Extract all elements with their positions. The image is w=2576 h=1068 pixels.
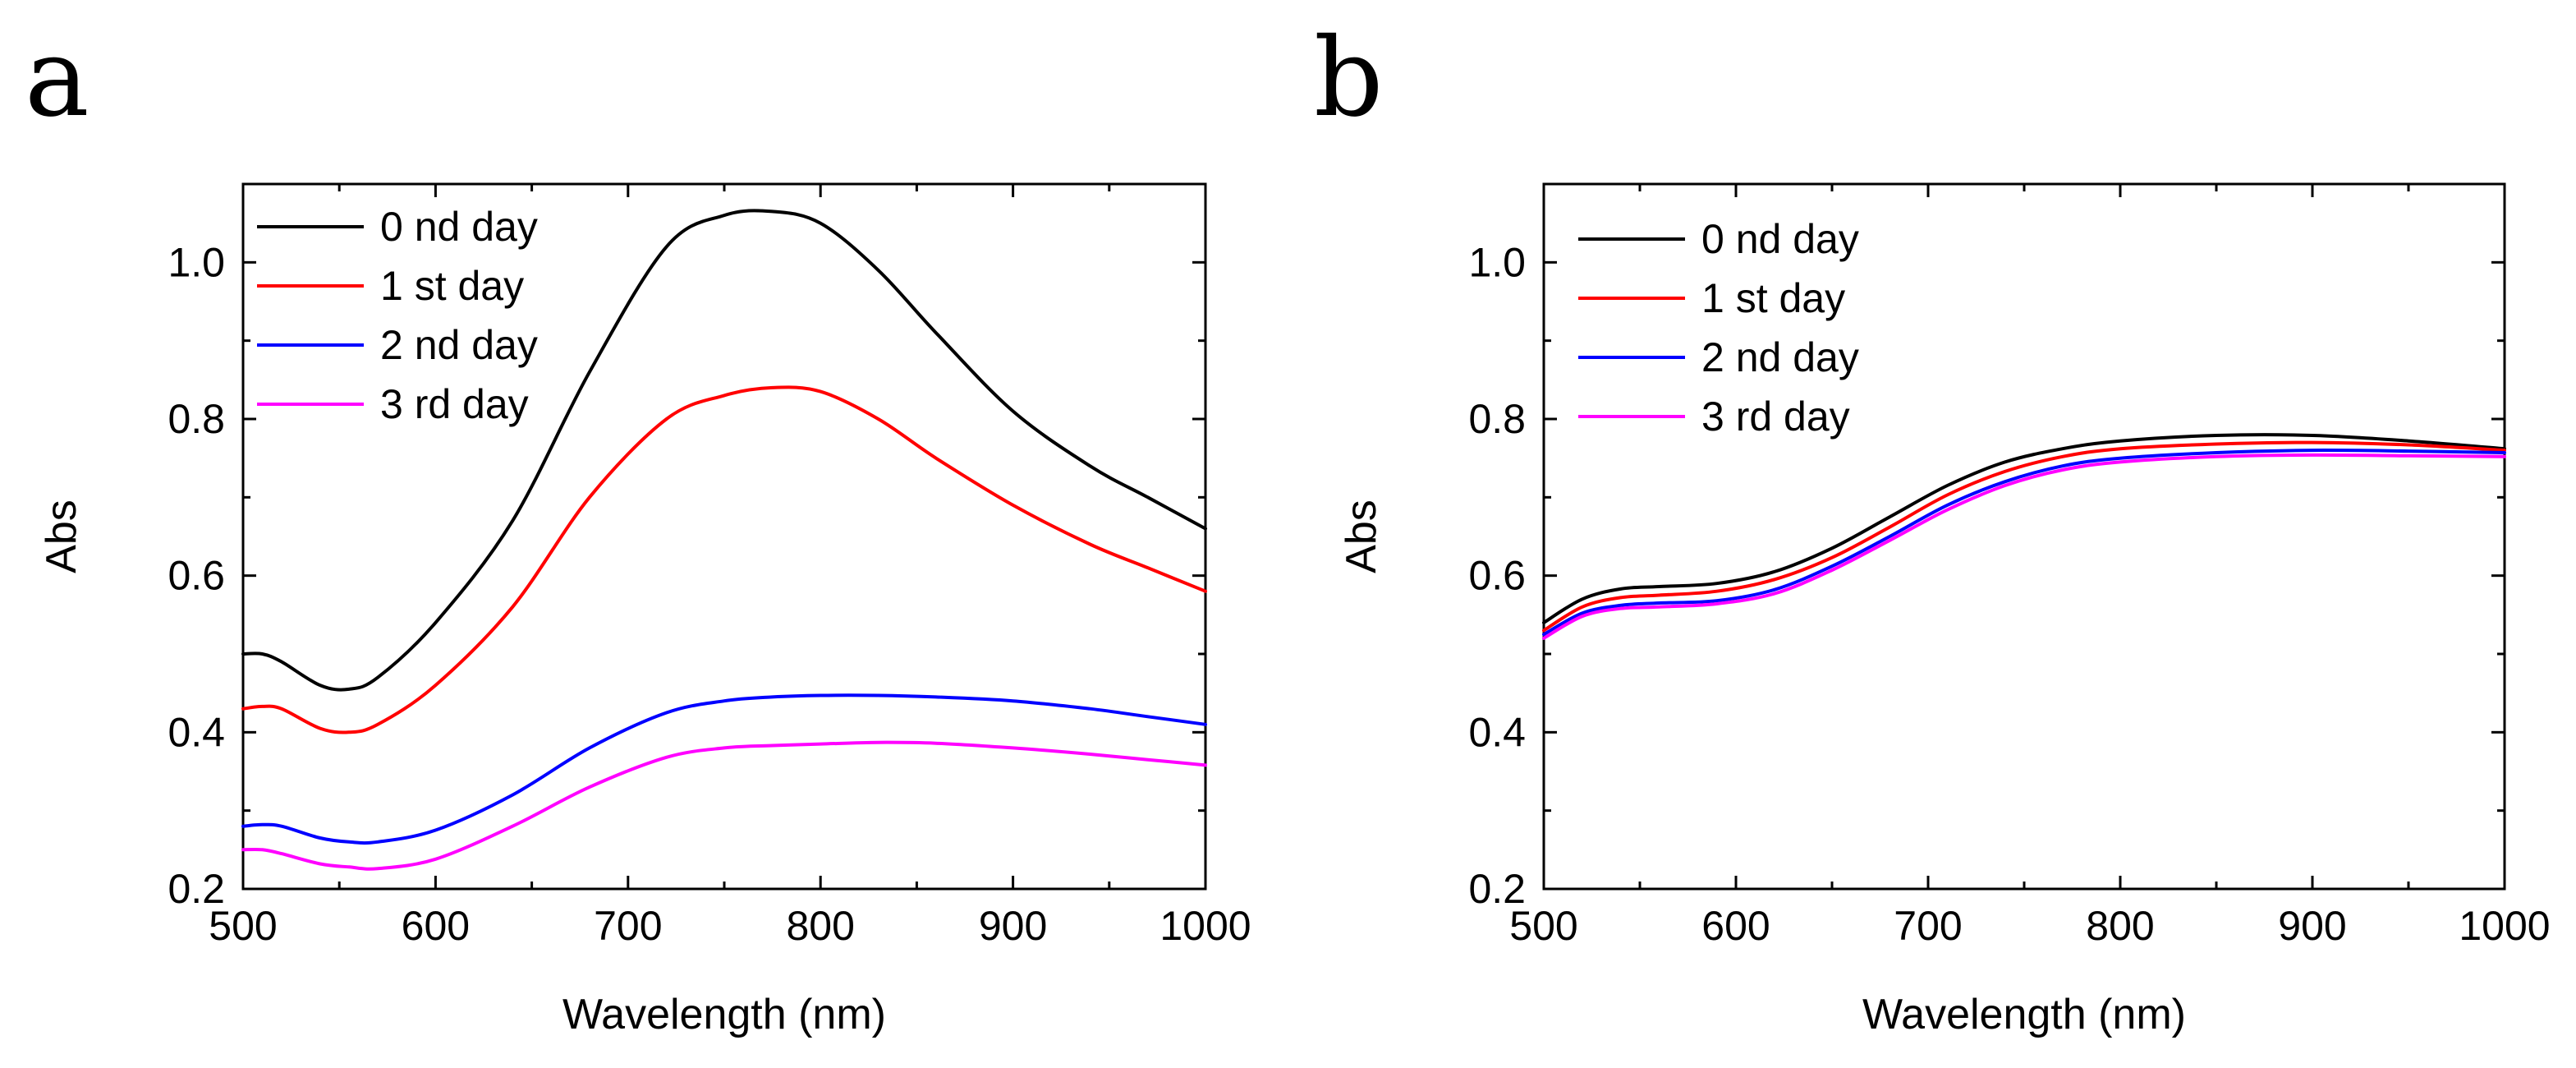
legend-label-b: 0 nd day [1701, 216, 1859, 262]
legend-label-a: 3 rd day [380, 381, 529, 427]
legend-label-a: 2 nd day [380, 322, 538, 368]
series-line-a-1-st-day [241, 385, 1207, 734]
legend-label-a: 0 nd day [380, 204, 538, 250]
y-tick-label-a: 0.8 [168, 396, 225, 442]
x-axis-title-b: Wavelength (nm) [1862, 991, 2186, 1038]
y-tick-label-b: 0.4 [1468, 709, 1526, 755]
plot-frame-b [1542, 182, 2506, 891]
x-tick-label-a: 700 [594, 903, 662, 949]
y-tick-label-b: 0.8 [1468, 396, 1526, 442]
legend-label-b: 1 st day [1701, 275, 1845, 321]
x-tick-label-a: 500 [209, 903, 277, 949]
y-axis-title-b: Abs [1338, 499, 1385, 573]
series-line-b-2-nd-day [1542, 449, 2506, 637]
x-tick-label-b: 600 [1701, 903, 1770, 949]
x-tick-label-a: 1000 [1159, 903, 1251, 949]
panel-label-b: b [1314, 15, 1384, 141]
x-tick-label-a: 800 [786, 903, 854, 949]
y-axis-title-a: Abs [38, 499, 85, 573]
panel-label-a: a [25, 15, 90, 141]
x-tick-label-b: 800 [2086, 903, 2154, 949]
y-tick-label-b: 0.2 [1468, 866, 1526, 912]
y-tick-label-b: 0.6 [1468, 553, 1526, 599]
legend-label-b: 3 rd day [1701, 394, 1850, 440]
series-line-b-3-rd-day [1542, 453, 2506, 640]
x-tick-label-b: 700 [1894, 903, 1962, 949]
series-line-a-3-rd-day [241, 740, 1207, 871]
x-tick-label-b: 900 [2278, 903, 2346, 949]
x-axis-title-a: Wavelength (nm) [562, 991, 886, 1038]
series-line-a-0-nd-day [241, 209, 1207, 692]
x-tick-label-b: 1000 [2459, 903, 2550, 949]
x-tick-label-a: 600 [402, 903, 470, 949]
legend-label-b: 2 nd day [1701, 334, 1859, 380]
series-line-b-1-st-day [1542, 440, 2506, 633]
series-line-b-0-nd-day [1542, 433, 2506, 624]
legend-label-a: 1 st day [380, 263, 524, 309]
x-tick-label-a: 900 [979, 903, 1047, 949]
chart-panel-b: 500 600 700 800 900 1000 0.2 0.4 0.6 0.8 1.0 Wavele… [1338, 182, 2551, 1038]
y-tick-label-a: 0.2 [168, 866, 225, 912]
y-tick-label-a: 1.0 [168, 239, 225, 285]
chart-panel-a: 500 600 700 800 900 1000 0.2 0.4 0.6 0.8 1.0 Wavele… [38, 182, 1251, 1038]
y-tick-label-b: 1.0 [1468, 239, 1526, 285]
y-tick-label-a: 0.4 [168, 709, 225, 755]
x-tick-label-b: 500 [1509, 903, 1577, 949]
y-tick-label-a: 0.6 [168, 553, 225, 599]
series-line-a-2-nd-day [241, 693, 1207, 845]
